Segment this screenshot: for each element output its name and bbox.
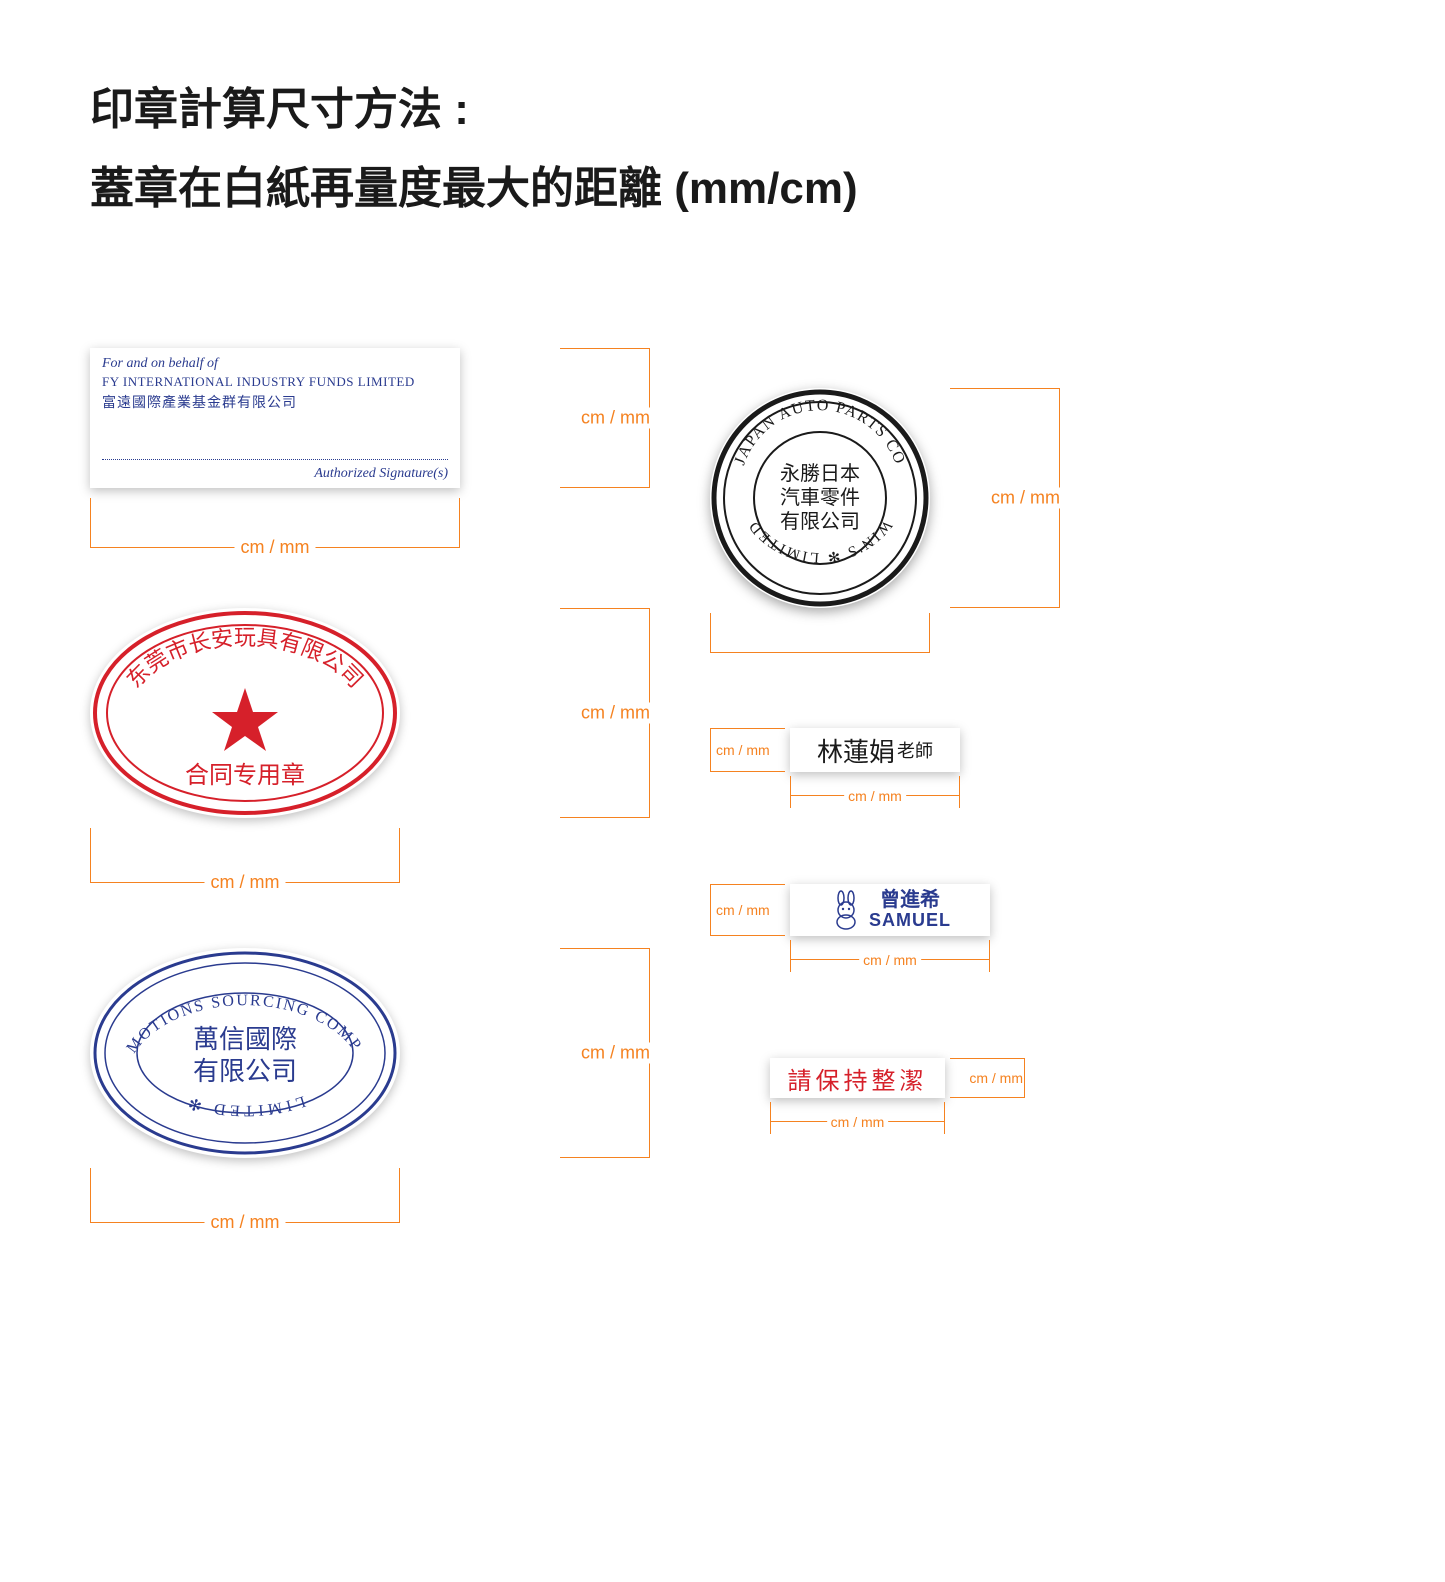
circle-center1: 永勝日本: [780, 462, 860, 485]
dim-label-v: cm / mm: [716, 742, 770, 758]
dim-label-h: cm / mm: [235, 537, 316, 558]
dim-label-v: cm / mm: [577, 408, 654, 429]
title-block: 印章計算尺寸方法 : 蓋章在白紙再量度最大的距離 (mm/cm): [90, 70, 1355, 228]
dim-label-v: cm / mm: [987, 488, 1064, 509]
dim-vertical: cm / mm: [710, 728, 785, 772]
oval-red-stamp: 东莞市长安玩具有限公司 合同专用章: [90, 608, 400, 818]
dim-horizontal: cm / mm: [90, 498, 460, 548]
dim-label-h: cm / mm: [827, 1114, 889, 1130]
dim-horizontal: cm / mm: [790, 776, 960, 808]
dim-label-v: cm / mm: [577, 703, 654, 724]
rect-company-stamp: For and on behalf of FY INTERNATIONAL IN…: [90, 348, 460, 488]
circle-black-wrap: JAPAN AUTO PARTS CO WIN'S ✻ LIMITED 永勝日本…: [710, 388, 1060, 658]
oval-red-arc-text: 东莞市长安玩具有限公司: [122, 625, 368, 692]
dim-vertical: cm / mm: [560, 948, 650, 1158]
oval-red-bottom-text: 合同专用章: [185, 762, 305, 789]
teacher-stamp: 林蓮娟老師: [790, 728, 960, 772]
rect-line1: For and on behalf of: [102, 356, 218, 372]
dim-horizontal: cm / mm: [790, 940, 990, 972]
rect-line3: 富遠國際產業基金群有限公司: [102, 392, 297, 412]
signature-line: [102, 459, 448, 460]
rect-line4: Authorized Signature(s): [314, 466, 448, 482]
svg-text:东莞市长安玩具有限公司: 东莞市长安玩具有限公司: [122, 625, 368, 692]
dim-label-v: cm / mm: [969, 1070, 1023, 1086]
dim-label-h: cm / mm: [844, 788, 906, 804]
clean-stamp: 請保持整潔: [770, 1058, 945, 1098]
samuel-cn: 曾進希: [880, 890, 940, 911]
dim-horizontal: cm / mm: [90, 828, 400, 883]
dim-horizontal: cm / mm: [770, 1102, 945, 1134]
teacher-suffix: 老師: [897, 737, 933, 763]
oval-blue-center2: 有限公司: [193, 1057, 297, 1086]
oval-red-svg: 东莞市长安玩具有限公司 合同专用章: [90, 608, 400, 818]
samuel-en: SAMUEL: [869, 911, 951, 930]
dim-label-v: cm / mm: [716, 902, 770, 918]
right-column: JAPAN AUTO PARTS CO WIN'S ✻ LIMITED 永勝日本…: [710, 348, 1270, 1228]
oval-blue-center1: 萬信國際: [193, 1025, 297, 1054]
circle-center2: 汽車零件: [780, 486, 860, 509]
rabbit-icon: [829, 890, 863, 930]
oval-blue-svg: PROMOTIONS SOURCING COMPANY LIMITED ✻ 萬信…: [90, 948, 400, 1158]
dim-vertical: cm / mm: [950, 388, 1060, 608]
teacher-main: 林蓮娟: [817, 732, 895, 769]
dim-horizontal: [710, 613, 930, 653]
circle-black-stamp: JAPAN AUTO PARTS CO WIN'S ✻ LIMITED 永勝日本…: [710, 388, 930, 608]
clean-stamp-wrap: 請保持整潔 cm / mm cm / mm: [770, 1058, 1025, 1140]
content-grid: For and on behalf of FY INTERNATIONAL IN…: [90, 348, 1355, 1228]
dim-vertical: cm / mm: [560, 608, 650, 818]
samuel-stamp: 曾進希 SAMUEL: [790, 884, 990, 936]
oval-blue-stamp: PROMOTIONS SOURCING COMPANY LIMITED ✻ 萬信…: [90, 948, 400, 1158]
dim-label-h: cm / mm: [859, 952, 921, 968]
circle-black-svg: JAPAN AUTO PARTS CO WIN'S ✻ LIMITED 永勝日本…: [710, 388, 930, 608]
dim-label-v: cm / mm: [577, 1043, 654, 1064]
rect-company-wrap: For and on behalf of FY INTERNATIONAL IN…: [90, 348, 650, 548]
dim-vertical: cm / mm: [950, 1058, 1025, 1098]
title-line-1: 印章計算尺寸方法 :: [90, 70, 1355, 149]
clean-text: 請保持整潔: [788, 1061, 928, 1096]
circle-center3: 有限公司: [780, 510, 860, 533]
left-column: For and on behalf of FY INTERNATIONAL IN…: [90, 348, 650, 1228]
dim-label-h: cm / mm: [205, 1212, 286, 1233]
title-line-2: 蓋章在白紙再量度最大的距離 (mm/cm): [90, 149, 1355, 228]
oval-red-wrap: 东莞市长安玩具有限公司 合同专用章 cm / mm cm / mm: [90, 608, 650, 888]
dim-label-h: cm / mm: [205, 872, 286, 893]
rect-line2: FY INTERNATIONAL INDUSTRY FUNDS LIMITED: [102, 374, 415, 390]
dim-vertical: cm / mm: [560, 348, 650, 488]
samuel-stamp-wrap: 曾進希 SAMUEL cm / mm cm / mm: [710, 884, 990, 978]
teacher-stamp-wrap: 林蓮娟老師 cm / mm cm / mm: [710, 728, 960, 814]
dim-vertical: cm / mm: [710, 884, 785, 936]
svg-text:LIMITED ✻: LIMITED ✻: [183, 1093, 308, 1120]
dim-horizontal: cm / mm: [90, 1168, 400, 1223]
oval-blue-wrap: PROMOTIONS SOURCING COMPANY LIMITED ✻ 萬信…: [90, 948, 650, 1228]
